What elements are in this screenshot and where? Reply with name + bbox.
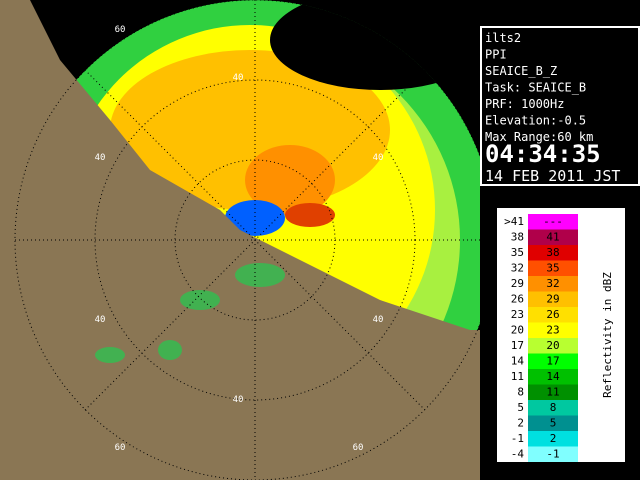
date: 14 FEB 2011 JST (485, 167, 620, 185)
legend-swatch (528, 431, 578, 447)
legend-to: 38 (546, 246, 559, 259)
legend-to: 35 (546, 262, 559, 275)
legend-swatch (528, 400, 578, 416)
info-line: Max Range:60 km (485, 130, 593, 144)
legend-to: 17 (546, 355, 559, 368)
legend-from: 5 (517, 401, 524, 414)
legend-swatch (528, 369, 578, 385)
legend-from: 11 (511, 370, 524, 383)
legend-swatch (528, 307, 578, 323)
legend-from: 8 (517, 386, 524, 399)
legend-from: >41 (504, 215, 524, 228)
legend-from: 29 (511, 277, 524, 290)
info-line: ilts2 (485, 31, 521, 45)
info-line: PPI (485, 48, 507, 62)
info-line: PRF: 1000Hz (485, 97, 564, 111)
legend-to: 8 (550, 401, 557, 414)
legend-swatch (528, 214, 578, 230)
legend-from: -4 (511, 448, 525, 461)
legend-swatch (528, 291, 578, 307)
legend-swatch (528, 353, 578, 369)
legend-from: 23 (511, 308, 524, 321)
legend-swatch (528, 260, 578, 276)
legend-from: 20 (511, 324, 524, 337)
legend-title: Reflectivity in dBZ (601, 272, 614, 398)
legend-from: 14 (511, 355, 525, 368)
legend-to: 14 (546, 370, 560, 383)
ppi-map: 60 40 40 40 40 40 40 60 60 (0, 0, 480, 480)
legend-to: 41 (546, 231, 559, 244)
legend-to: 11 (546, 386, 559, 399)
legend-swatch (528, 245, 578, 261)
legend-to: 29 (546, 293, 559, 306)
legend-from: 38 (511, 231, 524, 244)
info-line: SEAICE_B_Z (485, 64, 557, 78)
legend-swatch (528, 384, 578, 400)
legend-swatch (528, 229, 578, 245)
range-label: 40 (95, 153, 106, 163)
legend-to: 32 (546, 277, 559, 290)
range-label: 40 (373, 315, 384, 325)
range-label: 60 (115, 25, 126, 35)
legend-to: 26 (546, 308, 559, 321)
info-panel (480, 26, 640, 186)
range-label: 40 (233, 73, 244, 83)
range-label: 60 (115, 443, 126, 453)
range-label: 40 (95, 315, 106, 325)
legend-to: 5 (550, 417, 557, 430)
range-label: 40 (373, 153, 384, 163)
legend-to: 23 (546, 324, 559, 337)
legend-from: 17 (511, 339, 524, 352)
legend-swatch (528, 322, 578, 338)
legend-from: -1 (511, 432, 524, 445)
legend-from: 2 (517, 417, 524, 430)
legend-to: 2 (550, 432, 557, 445)
legend-to: --- (543, 215, 563, 228)
range-rings (14, 0, 480, 480)
time: 04:34:35 (485, 140, 601, 168)
legend-swatch (528, 446, 578, 462)
range-label: 60 (353, 443, 364, 453)
legend-from: 26 (511, 293, 524, 306)
legend-swatch (528, 276, 578, 292)
legend-swatch (528, 338, 578, 354)
legend-to: 20 (546, 339, 559, 352)
legend-to: -1 (546, 448, 559, 461)
legend-from: 35 (511, 246, 524, 259)
info-line: Elevation:-0.5 (485, 114, 586, 128)
info-line: Task: SEAICE_B (485, 81, 586, 95)
legend-swatch (528, 415, 578, 431)
range-label: 40 (233, 395, 244, 405)
legend-from: 32 (511, 262, 524, 275)
